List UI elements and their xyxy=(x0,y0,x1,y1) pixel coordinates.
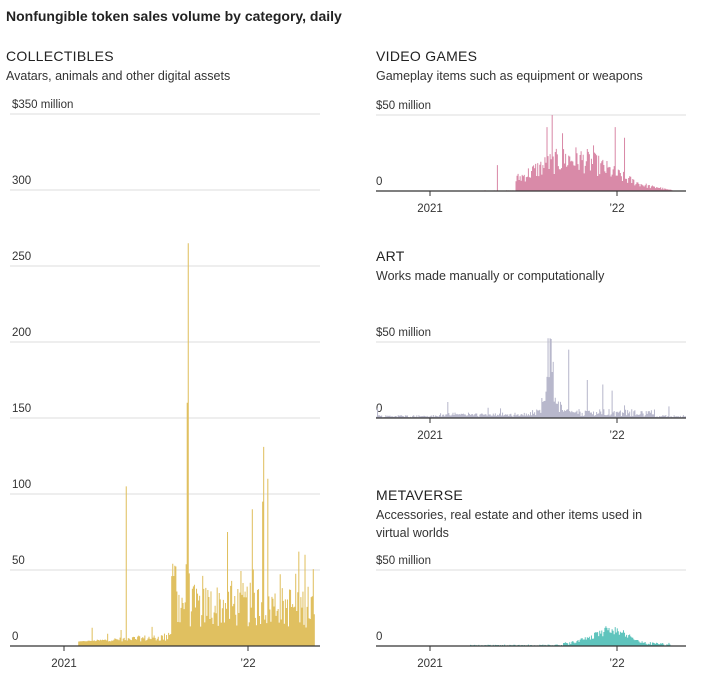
y-tick-label-collectibles-150: 150 xyxy=(12,403,31,415)
y-tick-label-art-50: $50 million xyxy=(376,327,431,339)
panel-title-metaverse: METAVERSE xyxy=(376,487,463,503)
y-tick-label-collectibles-0: 0 xyxy=(12,631,18,643)
panel-subtitle-metaverse: Accessories, real estate and other items… xyxy=(376,508,643,540)
y-tick-label-collectibles-250: 250 xyxy=(12,251,31,263)
x-tick-label-collectibles-0: 2021 xyxy=(51,658,77,670)
x-tick-label-video-games-1: ’22 xyxy=(609,203,624,215)
panel-title-art: ART xyxy=(376,248,405,264)
y-tick-label-metaverse-0: 0 xyxy=(376,631,382,643)
y-tick-label-collectibles-300: 300 xyxy=(12,175,31,187)
x-tick-label-video-games-0: 2021 xyxy=(417,203,443,215)
x-tick-label-collectibles-1: ’22 xyxy=(240,658,255,670)
area-series-collectibles xyxy=(10,243,320,646)
area-series-video-games xyxy=(376,115,686,191)
panel-title-video-games: VIDEO GAMES xyxy=(376,48,478,64)
chart-title: Nonfungible token sales volume by catego… xyxy=(6,8,342,24)
area-series-metaverse xyxy=(376,626,686,646)
panel-subtitle-art: Works made manually or computationally xyxy=(376,269,605,283)
y-tick-label-art-0: 0 xyxy=(376,403,382,415)
panel-subtitle-collectibles: Avatars, animals and other digital asset… xyxy=(6,69,231,83)
y-tick-label-collectibles-350: $350 million xyxy=(12,99,73,111)
area-series-art xyxy=(376,338,686,418)
x-tick-label-art-0: 2021 xyxy=(417,430,443,442)
y-tick-label-collectibles-50: 50 xyxy=(12,555,25,567)
panel-title-collectibles: COLLECTIBLES xyxy=(6,48,114,64)
x-tick-label-art-1: ’22 xyxy=(609,430,624,442)
x-tick-label-metaverse-1: ’22 xyxy=(609,658,624,670)
y-tick-label-video-games-0: 0 xyxy=(376,176,382,188)
panel-subtitle-video-games: Gameplay items such as equipment or weap… xyxy=(376,69,643,83)
y-tick-label-metaverse-50: $50 million xyxy=(376,555,431,567)
y-tick-label-collectibles-100: 100 xyxy=(12,479,31,491)
y-tick-label-video-games-50: $50 million xyxy=(376,100,431,112)
x-tick-label-metaverse-0: 2021 xyxy=(417,658,443,670)
y-tick-label-collectibles-200: 200 xyxy=(12,327,31,339)
